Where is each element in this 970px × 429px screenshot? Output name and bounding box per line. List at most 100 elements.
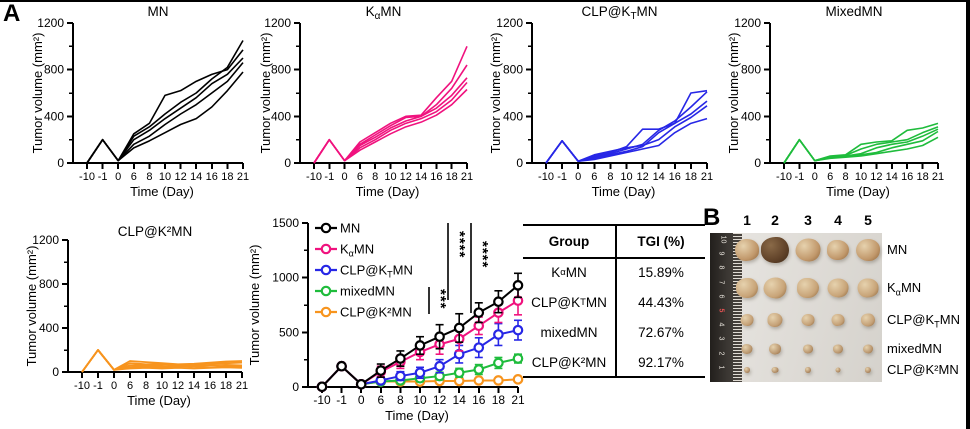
photo-column-label: 5: [864, 212, 872, 228]
significance-stars: ***: [432, 289, 449, 310]
y-tick-label: 1200: [264, 16, 291, 30]
y-tick-label: 800: [44, 63, 64, 77]
y-tick-label: 0: [52, 365, 59, 379]
x-tick-label: 6: [591, 171, 597, 183]
x-tick-label: 16: [204, 380, 216, 392]
table-cell: 44.43%: [638, 294, 684, 310]
data-point: [512, 353, 524, 364]
chart-title: CLP@KTMN: [581, 4, 657, 22]
x-axis-title: Time (Day): [130, 184, 194, 199]
table-cell: 92.17%: [638, 355, 684, 371]
tumor-photo: 10 9 8 7 6 5 4 3 2 1: [710, 233, 882, 382]
chart-title: CLP@K²MN: [118, 224, 192, 239]
x-tick-label: 10: [855, 171, 867, 183]
x-tick-label: 12: [400, 171, 412, 183]
data-point: [453, 367, 465, 379]
chart-title: MixedMN: [825, 4, 882, 19]
x-tick-label: 18: [446, 171, 458, 183]
data-point: [493, 357, 504, 369]
x-tick-label: 8: [372, 171, 378, 183]
axes: [67, 22, 244, 169]
series-line-mouse-2: [86, 40, 244, 164]
data-point: [395, 370, 406, 382]
table-rule: [523, 376, 705, 378]
x-tick-label: 8: [146, 171, 152, 183]
x-tick-label: 14: [415, 171, 427, 183]
y-axis-title: Tumor volume (mm²): [24, 246, 39, 367]
photo-column-label: 2: [771, 212, 779, 228]
photo-row-label: KαMN: [887, 280, 922, 298]
series-line-mouse-4: [86, 62, 244, 164]
x-tick-label: 12: [172, 380, 184, 392]
data-point: [493, 296, 504, 308]
x-tick-label: 21: [701, 171, 713, 183]
y-axis-title: Tumor volume (mm²): [726, 33, 741, 154]
tumor-specimen-r1c5: [856, 239, 880, 261]
x-axis-title: Time (Day): [385, 408, 449, 423]
photo-column-label: 4: [834, 212, 842, 228]
table-divider: [615, 224, 617, 378]
y-tick-label: 400: [741, 109, 761, 123]
table-rule: [523, 257, 705, 259]
x-tick-label: 6: [357, 171, 363, 183]
axes: [526, 22, 708, 169]
x-tick-label: 8: [397, 393, 404, 407]
data-point: [434, 331, 445, 343]
data-point: [493, 329, 504, 340]
x-tick-label: 16: [206, 171, 218, 183]
panel-a-label: A: [3, 0, 21, 27]
x-tick-label: 6: [131, 171, 137, 183]
tumor-specimen-r1c3: [795, 238, 821, 262]
y-tick-label: 400: [271, 109, 291, 123]
data-point: [473, 307, 485, 318]
legend-marker: [320, 264, 332, 276]
y-tick-label: 0: [284, 156, 291, 170]
legend-marker: [320, 243, 332, 255]
data-point: [434, 360, 445, 372]
tumor-specimen-r4c1: [741, 344, 753, 354]
tumor-specimen-r3c5: [861, 313, 875, 327]
y-tick-label: 1500: [272, 216, 299, 230]
x-tick-label: 6: [127, 380, 133, 392]
x-tick-label: 0: [115, 171, 121, 183]
series-line-mouse-3: [783, 128, 939, 164]
ruler-number: 1: [717, 365, 725, 370]
x-axis-title: Time (Day): [356, 184, 420, 199]
series-line-mouse-2: [313, 64, 468, 164]
legend-label: MN: [340, 221, 360, 236]
legend-marker: [320, 306, 332, 318]
x-tick-label: 12: [433, 393, 447, 407]
table-header-cell: Group: [548, 234, 590, 249]
x-tick-label: 18: [916, 171, 928, 183]
legend-marker: [320, 222, 332, 234]
x-tick-label: -10: [776, 171, 792, 183]
x-tick-label: 18: [221, 171, 233, 183]
y-tick-label: 400: [39, 321, 59, 335]
x-tick-label: 21: [932, 171, 944, 183]
y-tick-label: 500: [279, 325, 299, 339]
x-tick-label: 14: [453, 393, 467, 407]
x-tick-label: 21: [236, 380, 248, 392]
y-tick-label: 1200: [734, 16, 761, 30]
x-axis-title: Time (Day): [592, 184, 656, 199]
tumor-specimen-r4c2: [769, 343, 781, 355]
x-tick-label: 16: [430, 171, 442, 183]
photo-column-label: 3: [804, 212, 812, 228]
data-point: [453, 322, 465, 334]
ruler-number: 3: [717, 336, 725, 341]
tumor-specimen-r1c4: [827, 240, 849, 260]
tumor-specimen-r5c5: [865, 367, 871, 373]
tumor-specimen-r4c4: [833, 344, 843, 354]
x-tick-label: 14: [653, 171, 665, 183]
data-point: [336, 360, 347, 372]
x-tick-label: 18: [685, 171, 697, 183]
right-border: [966, 0, 970, 429]
chart-title: KαMN: [366, 4, 402, 22]
tumor-specimen-r1c1: [735, 239, 759, 261]
series-line-mouse-1: [81, 349, 243, 373]
x-tick-label: 0: [575, 171, 581, 183]
x-tick-label: 10: [413, 393, 427, 407]
y-tick-label: 0: [516, 156, 523, 170]
